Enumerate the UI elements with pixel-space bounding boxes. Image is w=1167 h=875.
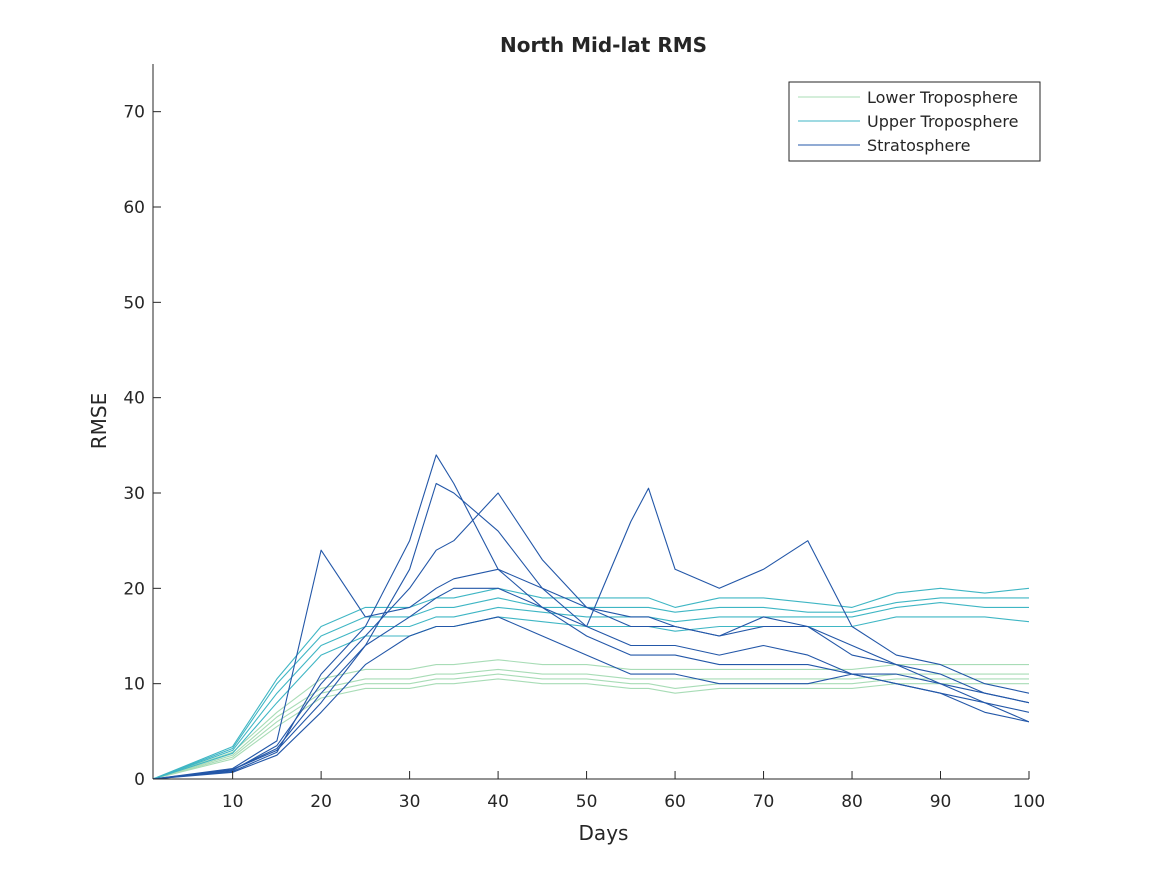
y-tick-label: 20 (123, 579, 145, 599)
x-tick-label: 50 (576, 792, 598, 812)
legend-label-lower-troposphere: Lower Troposphere (867, 88, 1018, 107)
legend-label-stratosphere: Stratosphere (867, 136, 970, 155)
y-ticks: 0 10 20 30 40 50 60 70 (123, 103, 161, 790)
series-line-upper-troposphere (153, 597, 1029, 779)
x-axis-label: Days (579, 821, 629, 845)
x-tick-label: 20 (310, 792, 332, 812)
series-line-stratosphere (153, 549, 1029, 779)
y-tick-label: 70 (123, 103, 145, 123)
y-tick-label: 0 (134, 770, 145, 790)
y-tick-label: 60 (123, 198, 145, 218)
legend-label-upper-troposphere: Upper Troposphere (867, 112, 1018, 131)
series-line-stratosphere (153, 454, 1029, 779)
chart-title: North Mid-lat RMS (500, 33, 707, 57)
x-tick-label: 30 (399, 792, 421, 812)
series-line-lower-troposphere (153, 678, 1029, 779)
legend: Lower Troposphere Upper Troposphere Stra… (788, 81, 1041, 162)
x-tick-label: 40 (487, 792, 509, 812)
axes (152, 64, 1029, 780)
y-tick-label: 50 (123, 293, 145, 313)
series-line-stratosphere (153, 487, 1029, 779)
x-tick-label: 90 (930, 792, 952, 812)
x-tick-label: 70 (753, 792, 775, 812)
x-tick-label: 80 (841, 792, 863, 812)
series-line-stratosphere (153, 616, 1029, 779)
x-tick-label: 100 (1013, 792, 1045, 812)
series-lines (153, 454, 1029, 779)
x-ticks: 10 20 30 40 50 60 70 80 90 100 (222, 771, 1045, 812)
y-tick-label: 10 (123, 675, 145, 695)
y-tick-label: 30 (123, 484, 145, 504)
x-tick-label: 10 (222, 792, 244, 812)
x-tick-label: 60 (664, 792, 686, 812)
y-axis-label: RMSE (87, 393, 111, 449)
series-line-lower-troposphere (153, 668, 1029, 779)
series-line-upper-troposphere (153, 616, 1029, 779)
series-line-stratosphere (153, 492, 1029, 779)
y-tick-label: 40 (123, 389, 145, 409)
series-line-upper-troposphere (153, 587, 1029, 779)
